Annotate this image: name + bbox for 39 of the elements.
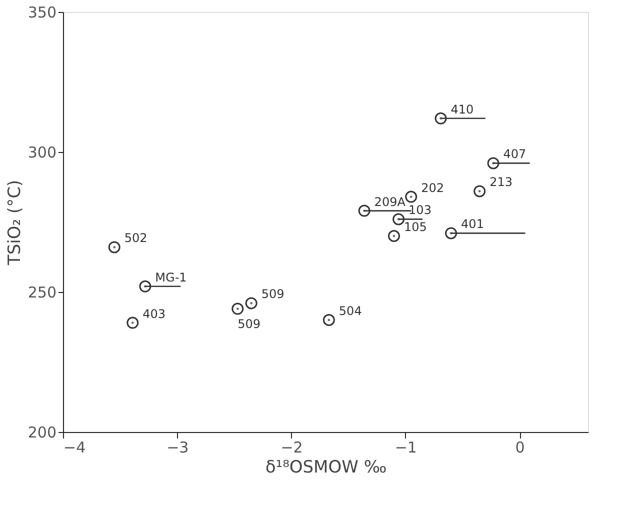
point — [405, 190, 418, 203]
y-tick-label: 350 — [28, 4, 56, 22]
x-tick-label: −2 — [280, 438, 303, 456]
point — [322, 314, 335, 326]
point — [358, 204, 370, 217]
x-tick-label: −4 — [64, 438, 86, 456]
point — [445, 227, 458, 240]
point — [139, 280, 152, 292]
annotation: 213 — [490, 175, 512, 190]
annotation: 509 — [261, 287, 284, 302]
x-tick-label: −1 — [394, 438, 417, 456]
y-tick-label: 250 — [28, 284, 56, 302]
point — [487, 157, 500, 170]
point — [388, 230, 400, 242]
y-tick-label: 200 — [28, 424, 56, 442]
annotation: 209A — [374, 194, 406, 209]
x-tick-label: −3 — [166, 438, 189, 456]
annotation: 504 — [338, 304, 362, 318]
annotation: 103 — [408, 203, 432, 218]
annotation: 403 — [142, 306, 166, 321]
y-axis-title: TSiO₂ (°C) — [4, 180, 25, 266]
point — [245, 297, 258, 310]
point — [474, 185, 486, 198]
x-axis-title: δ¹⁸OSMOW ‰ — [265, 458, 387, 478]
annotation: 502 — [124, 231, 148, 246]
annotation: 401 — [461, 217, 484, 232]
point — [392, 213, 405, 226]
annotation: 202 — [421, 180, 444, 195]
point — [108, 241, 120, 254]
annotation: 105 — [404, 220, 427, 234]
point — [434, 112, 447, 124]
y-tick-label: 300 — [28, 144, 56, 162]
annotation: 407 — [503, 147, 526, 162]
annotation: 410 — [450, 102, 474, 116]
point — [232, 302, 244, 315]
annotation: MG-1 — [155, 270, 187, 284]
x-tick-label: 0 — [515, 438, 525, 456]
annotation: 509 — [238, 316, 261, 331]
point — [126, 316, 139, 329]
